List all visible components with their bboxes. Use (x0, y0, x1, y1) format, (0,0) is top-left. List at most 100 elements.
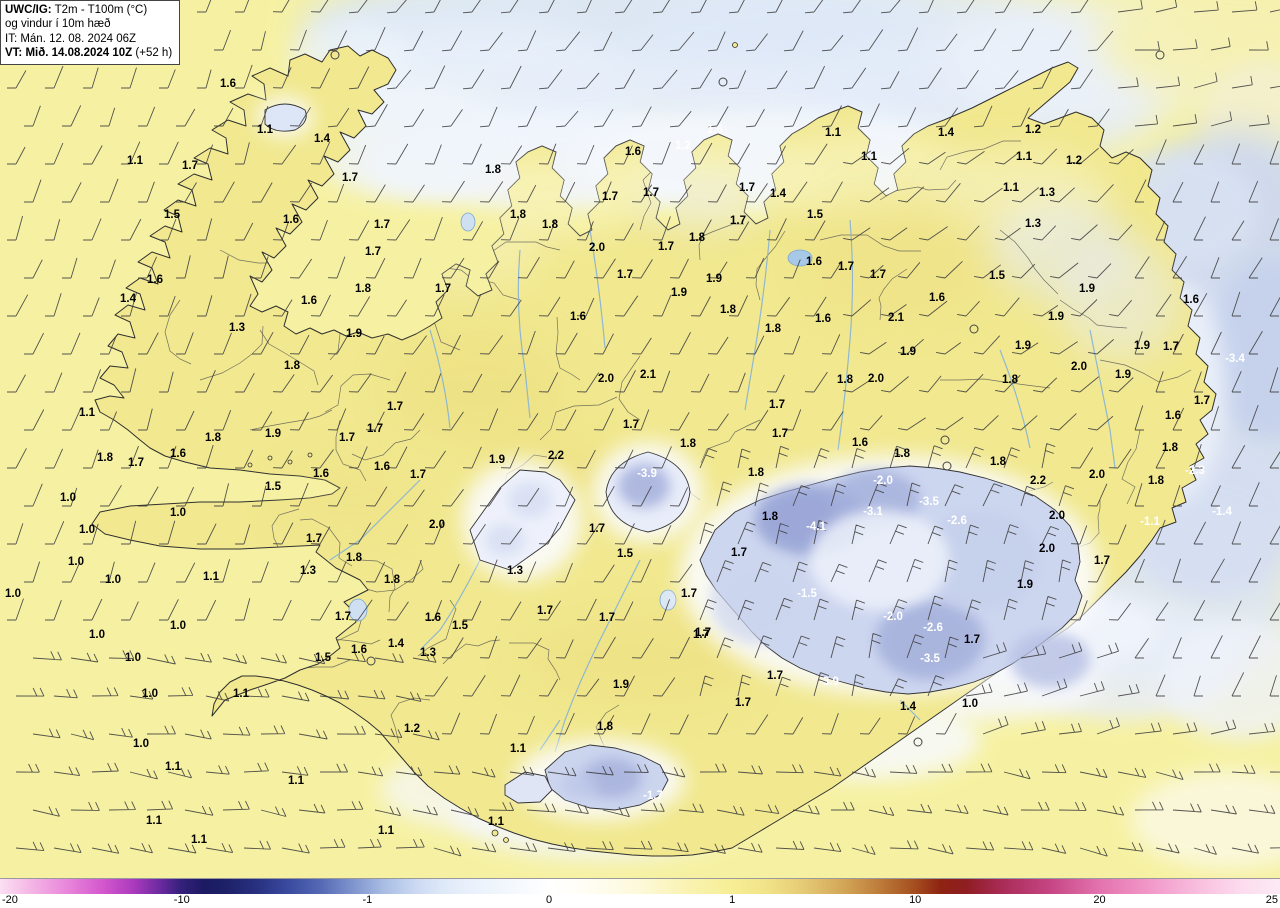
colorbar-gradient (0, 878, 1280, 895)
temperature-label: 1.1 (127, 155, 144, 167)
temperature-label: 1.7 (306, 533, 322, 545)
temperature-label: 1.8 (284, 360, 301, 372)
temperature-label: 1.3 (1039, 187, 1055, 199)
temperature-label: 2.0 (1071, 361, 1087, 373)
temperature-label: 1.1 (146, 815, 163, 827)
temperature-label: 1.1 (191, 834, 208, 846)
temperature-label: -3.1 (863, 506, 883, 518)
temperature-label: 1.8 (762, 511, 779, 523)
temperature-label: 1.7 (681, 588, 697, 600)
temperature-label: -2.6 (923, 622, 943, 634)
temperature-label: 1.8 (510, 209, 527, 221)
temperature-label: 1.1 (1016, 151, 1033, 163)
temperature-label: -1.7 (643, 790, 663, 802)
temperature-label: -3.4 (1225, 353, 1245, 365)
colorbar-tick--1: -1 (362, 894, 373, 906)
temperature-label: 1.9 (1048, 311, 1064, 323)
temperature-label: 1.4 (900, 701, 917, 713)
temperature-label: 1.9 (1015, 340, 1031, 352)
temperature-label: 1.6 (313, 468, 329, 480)
temperature-label: 1.4 (938, 127, 955, 139)
temperature-label: 1.1 (257, 124, 274, 136)
temperature-label: 1.9 (1017, 579, 1033, 591)
colorbar-tick--10: -10 (173, 894, 190, 906)
temperature-label: -3.9 (637, 468, 657, 480)
legend-line-2: og vindur í 10m hæð (5, 18, 111, 31)
colorbar-tick-25: 25 (1265, 894, 1278, 906)
temperature-label: 1.8 (485, 164, 502, 176)
legend-line-3: IT: Mán. 12. 08. 2024 06Z (5, 32, 137, 45)
temperature-label: 1.6 (929, 292, 945, 304)
temperature-label: 1.8 (384, 574, 401, 586)
temperature-label: 1.7 (623, 419, 639, 431)
temperature-label: 1.7 (730, 215, 746, 227)
temperature-label: 1.1 (203, 571, 220, 583)
temperature-label: 1.7 (769, 399, 785, 411)
temperature-label: 1.7 (735, 697, 751, 709)
temperature-label: 1.5 (989, 270, 1006, 282)
temperature-label: 1.7 (695, 627, 711, 639)
temperature-label: 1.6 (852, 437, 868, 449)
temperature-label: 1.9 (613, 679, 629, 691)
temperature-label: 1.7 (589, 523, 605, 535)
temperature-label: 2.0 (1049, 510, 1065, 522)
temperature-label: 1.2 (675, 140, 691, 152)
temperature-label: 1.1 (288, 775, 305, 787)
temperature-label: 1.6 (806, 256, 822, 268)
temperature-label: 1.4 (314, 133, 331, 145)
temperature-label: 1.9 (706, 273, 722, 285)
station-circle (940, 435, 950, 445)
temperature-label: 2.2 (1030, 475, 1046, 487)
temperature-label-layer: 1.6 1.1 1.4 1.1 1.7 1.7 1.5 1.6 1.7 1.7 1.6 1.8 1.4 1… (5, 78, 1246, 846)
temperature-label: -3.5 (919, 496, 939, 508)
temperature-label: 1.7 (128, 457, 144, 469)
iceland-forecast-map: 1.6 1.1 1.4 1.1 1.7 1.7 1.5 1.6 1.7 1.7 1.6 1.8 1.4 1… (5, 0, 1280, 870)
temperature-label: 1.1 (1003, 182, 1020, 194)
temperature-label: 2.0 (1089, 469, 1105, 481)
temperature-label: 1.1 (825, 127, 842, 139)
temperature-label: 1.6 (170, 448, 186, 460)
temperature-label: 1.8 (894, 448, 911, 460)
temperature-label: 1.7 (1163, 341, 1179, 353)
temperature-label: 1.7 (693, 629, 709, 641)
temperature-label: 2.1 (640, 369, 657, 381)
temperature-label: 1.8 (748, 467, 765, 479)
temperature-label: 1.8 (1002, 374, 1019, 386)
temperature-label: 1.3 (507, 565, 523, 577)
temperature-label: 1.6 (283, 214, 299, 226)
temperature-label: 1.7 (1194, 395, 1210, 407)
temperature-label: 1.0 (89, 629, 105, 641)
temperature-label: 1.9 (671, 287, 687, 299)
temperature-label: 1.0 (125, 652, 141, 664)
temperature-label: 1.0 (68, 556, 84, 568)
temperature-label: 1.6 (301, 295, 317, 307)
temperature-label: 1.0 (133, 738, 149, 750)
temperature-label: 1.8 (990, 456, 1007, 468)
temperature-label: 1.0 (60, 492, 76, 504)
temperature-label: 1.5 (807, 209, 824, 221)
temperature-label: 1.8 (205, 432, 222, 444)
glacier-outline (264, 103, 307, 132)
temperature-label: 2.0 (429, 519, 445, 531)
temperature-label: 1.6 (1183, 294, 1199, 306)
temperature-label: 1.0 (170, 620, 186, 632)
legend-box: UWC/IG: T2m - T100m (°C) og vindur í 10m … (0, 0, 181, 65)
colorbar-tick-labels: -20 -10 -1 0 1 10 20 25 (0, 894, 1280, 908)
legend-line-4: VT: Mið. 14.08.2024 10Z (+52 h) (5, 47, 173, 60)
temperature-label: 1.7 (838, 261, 854, 273)
temperature-label: 2.0 (589, 242, 605, 254)
temperature-label: 1.3 (420, 647, 436, 659)
temperature-label: 1.8 (765, 323, 782, 335)
temperature-label: 1.3 (1025, 218, 1041, 230)
temperature-label: 1.7 (1094, 555, 1110, 567)
station-circle (969, 324, 979, 334)
temperature-label: 1.7 (870, 269, 886, 281)
temperature-label: 1.6 (625, 146, 641, 158)
station-circle (366, 656, 376, 666)
temperature-label: 1.6 (425, 612, 441, 624)
temperature-label: -4.1 (806, 521, 826, 533)
temperature-label: -1.1 (1140, 516, 1160, 528)
temperature-label: 2.1 (888, 312, 905, 324)
temperature-label: 1.6 (570, 311, 586, 323)
